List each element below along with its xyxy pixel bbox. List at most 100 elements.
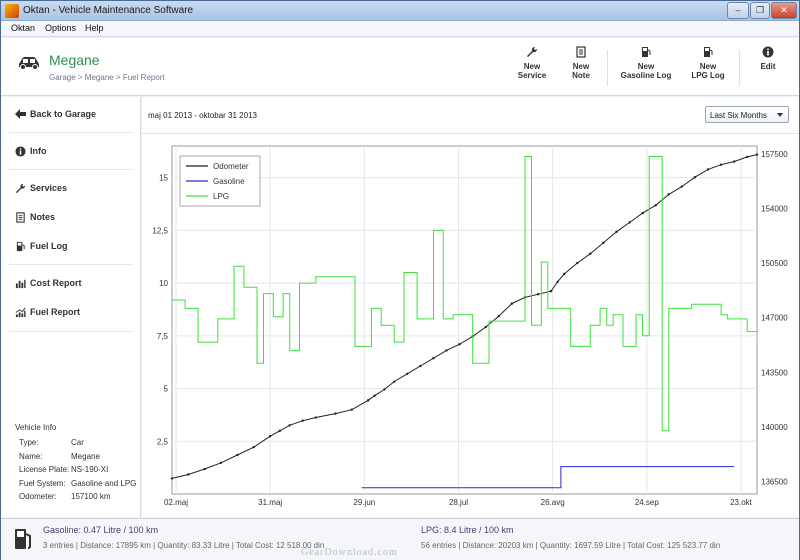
vehicle-info-value: Megane	[71, 451, 100, 461]
odometer-data-point	[510, 302, 514, 305]
new-lpg-log-button[interactable]: New LPG Log	[681, 46, 735, 80]
menu-oktan[interactable]: Oktan	[11, 23, 36, 33]
new-gasoline-log-button[interactable]: New Gasoline Log	[617, 46, 675, 80]
y-right-tick-label: 136500	[761, 478, 788, 487]
odometer-data-point	[350, 408, 353, 411]
tool-label-line2: Service	[517, 71, 547, 80]
fuel-pump-icon	[16, 241, 25, 252]
app-logo-icon	[5, 4, 19, 18]
odometer-data-point	[589, 252, 592, 255]
odometer-data-point	[268, 435, 272, 438]
odometer-data-point	[732, 160, 736, 163]
menu-options[interactable]: Options	[45, 23, 77, 33]
odometer-data-point	[334, 412, 337, 415]
vehicle-info-key: Fuel System:	[19, 478, 66, 488]
odometer-data-point	[556, 280, 559, 283]
vehicle-info-panel: Vehicle Info Type: Car Name: Megane Licens…	[15, 423, 137, 506]
sidebar-divider	[9, 264, 133, 265]
y-right-tick-label: 147000	[761, 314, 788, 323]
x-tick-label: 23.okt	[730, 498, 753, 507]
bar-chart-icon	[15, 279, 26, 289]
fuel-chart: 02.maj 31.maj 29.jun 28.jul 26.avg 24.sep 23.o…	[152, 145, 788, 507]
gasoline-summary-detail: 3 entries | Distance: 17895 km | Quantit…	[43, 541, 325, 550]
y-right-tick-label: 157500	[761, 150, 788, 159]
y-right-tick-label: 150500	[761, 259, 788, 268]
sidebar-divider	[9, 331, 133, 332]
x-tick-label: 31.maj	[258, 498, 282, 507]
maximize-button[interactable]: ❐	[750, 2, 770, 19]
odometer-data-point	[373, 394, 376, 397]
odometer-data-point	[562, 272, 566, 276]
fuel-pump-icon	[704, 47, 713, 57]
odometer-data-point	[497, 314, 501, 318]
lpg-summary-detail: 56 entries | Distance: 20203 km | Quanti…	[421, 541, 721, 550]
sidebar: Back to Garage Info Services Notes Fuel …	[1, 97, 141, 517]
menu-bar: Oktan Options Help	[1, 21, 799, 37]
tool-label-line1: Edit	[760, 62, 776, 71]
sidebar-item-label: Notes	[30, 212, 56, 222]
odometer-data-point	[187, 473, 190, 476]
vehicle-header: Megane Garage > Megane > Fuel Report New…	[1, 38, 799, 96]
tool-label-line2: LPG Log	[691, 71, 725, 80]
odometer-data-point	[576, 261, 579, 265]
vehicle-info-key: Type:	[19, 438, 39, 447]
odometer-data-point	[278, 429, 282, 432]
odometer-data-point	[654, 204, 657, 207]
odometer-data-point	[203, 467, 206, 471]
odometer-data-point	[667, 193, 670, 196]
toolbar-divider	[739, 50, 740, 86]
y-right-tick-label: 154000	[761, 204, 788, 213]
odometer-data-point	[680, 185, 684, 188]
close-button[interactable]: ✕	[771, 2, 797, 19]
period-select-value: Last Six Months	[710, 111, 767, 120]
edit-button[interactable]: Edit	[741, 46, 795, 71]
odometer-data-point	[641, 211, 644, 215]
new-service-button[interactable]: New Service	[505, 46, 559, 80]
line-chart-icon	[15, 307, 26, 318]
odometer-data-point	[719, 163, 723, 166]
y-left-tick-label: 15	[159, 174, 168, 183]
period-select[interactable]: Last Six Months	[705, 106, 789, 123]
watermark: GearDownload.com	[301, 547, 398, 558]
vehicle-info-value: Gasoline and LPG	[71, 478, 137, 488]
odometer-data-point	[252, 445, 255, 449]
x-tick-label: 28.jul	[449, 498, 468, 507]
minimize-button[interactable]: –	[727, 2, 749, 19]
odometer-data-point	[484, 325, 487, 329]
sidebar-item-label: Fuel Log	[30, 241, 68, 251]
lpg-series-line	[172, 156, 757, 432]
title-bar: Oktan - Vehicle Maintenance Software – ❐…	[1, 1, 799, 21]
wrench-icon	[527, 46, 538, 57]
fuel-chart-area: 02.maj 31.maj 29.jun 28.jul 26.avg 24.sep 23.o…	[142, 133, 799, 517]
odometer-data-point	[628, 221, 631, 224]
y-right-tick-label: 143500	[761, 368, 788, 377]
odometer-data-point	[366, 399, 370, 402]
fuel-report-panel: maj 01 2013 - oktobar 31 2013 Last Six M…	[142, 97, 799, 517]
x-tick-label: 02.maj	[164, 498, 188, 507]
odometer-data-point	[236, 453, 239, 457]
y-left-tick-label: 12,5	[152, 226, 168, 235]
sidebar-item-label: Fuel Report	[30, 307, 81, 317]
vehicle-info-row: Name: Megane	[15, 452, 135, 466]
vehicle-info-row: Odometer: 157100 km	[15, 492, 135, 506]
vehicle-name: Megane	[49, 52, 100, 68]
wrench-icon	[15, 183, 26, 194]
menu-help[interactable]: Help	[85, 23, 104, 33]
vehicle-info-key: Name:	[19, 451, 43, 461]
y-left-tick-label: 2,5	[157, 437, 169, 446]
lpg-summary-title: LPG: 8.4 Litre / 100 km	[421, 525, 514, 535]
odometer-data-point	[536, 293, 540, 296]
new-note-button[interactable]: New Note	[554, 46, 608, 80]
legend-label: Odometer	[213, 162, 249, 171]
breadcrumb[interactable]: Garage > Megane > Fuel Report	[49, 73, 165, 82]
arrow-left-icon	[15, 109, 26, 119]
vehicle-info-value: NS-190-XI	[71, 465, 109, 474]
y-left-tick-label: 7,5	[157, 332, 169, 341]
odometer-data-point	[432, 357, 435, 360]
toolbar-divider	[607, 50, 608, 86]
odometer-data-point	[288, 424, 291, 427]
sidebar-item-label: Services	[30, 183, 68, 193]
vehicle-info-value: Car	[71, 438, 84, 447]
sidebar-item-label: Cost Report	[30, 278, 82, 288]
